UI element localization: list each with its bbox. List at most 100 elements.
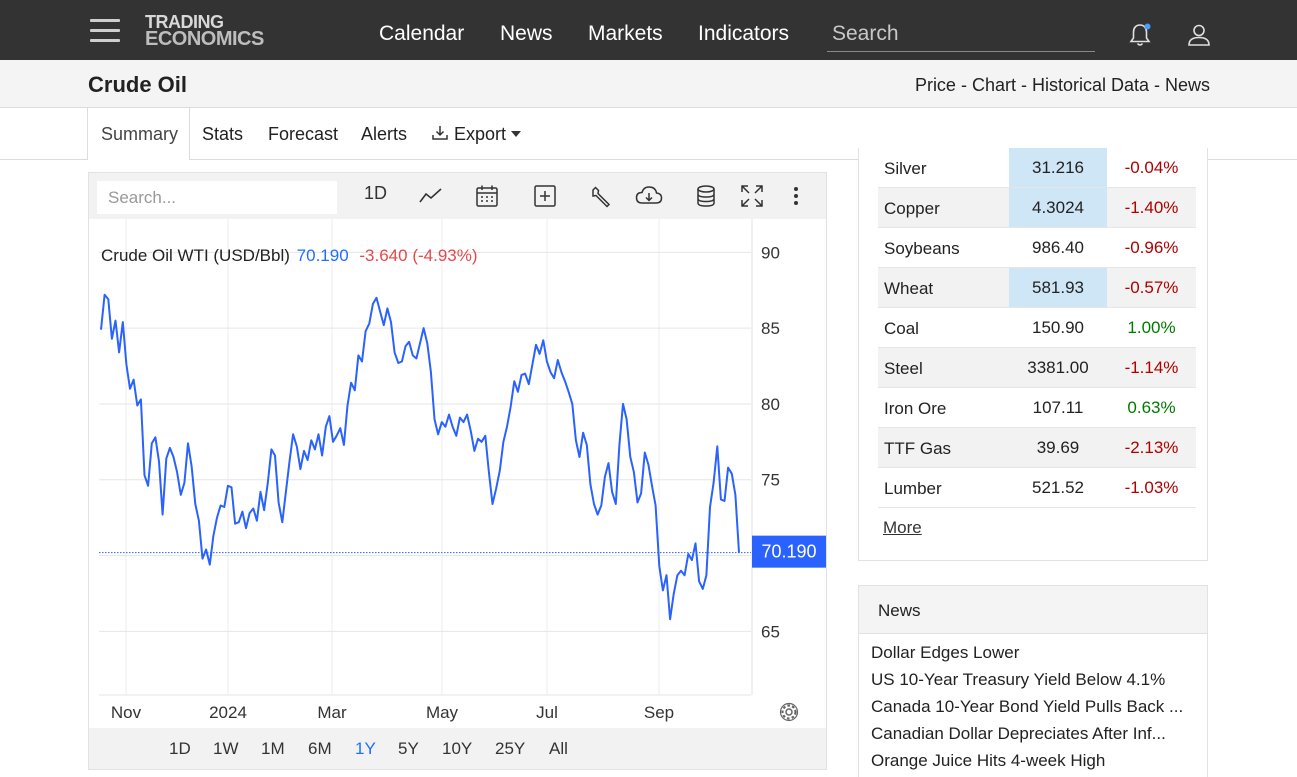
commodity-name: Silver [884,159,927,178]
legend-label: Crude Oil WTI (USD/Bbl) [101,246,290,265]
download-icon [432,126,448,140]
x-tick-label: Jul [536,703,558,722]
y-tick-label: 80 [761,395,780,414]
export-label: Export [454,124,507,144]
commodity-row[interactable]: Copper 4.3024 -1.40% [878,188,1196,228]
chart-settings-icon[interactable] [779,702,799,722]
chart-search [97,181,337,214]
commodity-change: 1.00% [1127,318,1176,337]
range-button-1d[interactable]: 1D [169,739,191,758]
commodity-change: -1.40% [1124,198,1179,217]
nav-link-news[interactable]: News [500,22,553,45]
commodity-price: 4.3024 [1009,188,1107,227]
range-button-10y[interactable]: 10Y [442,739,473,758]
commodity-name: Copper [884,199,940,218]
commodity-name: Steel [884,359,923,378]
commodity-price: 150.90 [1032,318,1084,337]
commodity-price: 986.40 [1032,238,1084,257]
commodity-price: 581.93 [1009,268,1107,307]
page-title: Crude Oil [88,72,188,97]
commodity-row[interactable]: Lumber 521.52 -1.03% [878,468,1196,508]
title-bar: Crude Oil Price - Chart - Historical Dat… [0,60,1297,108]
calendar-icon[interactable] [475,183,499,209]
user-icon[interactable] [1186,22,1212,48]
download-cloud-icon[interactable] [635,183,663,209]
notification-bell-icon[interactable] [1128,22,1152,48]
commodity-row[interactable]: Wheat 581.93 -0.57% [878,268,1196,308]
range-button-all[interactable]: All [549,739,568,758]
export-dropdown[interactable]: Export [431,124,522,145]
news-item[interactable]: Canada 10-Year Bond Yield Pulls Back ... [871,697,1184,716]
database-icon[interactable] [695,183,717,209]
commodity-name: Coal [884,319,919,338]
news-item[interactable]: Canadian Dollar Depreciates After Inf... [871,724,1166,743]
commodity-name: Wheat [884,279,934,298]
site-search [827,16,1095,52]
commodity-name: Iron Ore [884,399,947,418]
range-button-5y[interactable]: 5Y [398,739,419,758]
line-chart-icon[interactable] [418,183,444,209]
legend-change: -3.640 (-4.93%) [359,246,478,265]
menu-icon[interactable] [90,19,120,43]
commodity-row[interactable]: Steel 3381.00 -1.14% [878,348,1196,388]
range-selector: 1D 1W 1M 6M 1Y 5Y 10Y 25Y All [89,728,826,769]
commodity-change: -0.04% [1124,158,1179,177]
commodity-name: Lumber [884,479,942,498]
chart-search-input[interactable] [97,181,337,214]
tab-alerts[interactable]: Alerts [361,124,408,144]
news-header-label: News [878,601,921,620]
title-links[interactable]: Price - Chart - Historical Data - News [914,75,1210,95]
news-header: News [859,586,1207,634]
chart-legend: Crude Oil WTI (USD/Bbl) 70.190 -3.640 (-… [101,246,478,266]
price-chart[interactable]: 657075808590Nov2024MarMayJulSep70.190 [89,219,826,728]
commodity-price: 107.11 [1032,398,1084,417]
range-button-1m[interactable]: 1M [261,739,285,758]
range-button-25y[interactable]: 25Y [495,739,526,758]
news-panel: News Dollar Edges Lower US 10-Year Treas… [858,585,1208,777]
site-search-input[interactable] [827,16,1095,51]
wrench-icon[interactable] [589,183,613,209]
commodity-change: -2.13% [1124,438,1179,457]
commodity-row[interactable]: Coal 150.90 1.00% [878,308,1196,348]
commodity-row[interactable]: Soybeans 986.40 -0.96% [878,228,1196,268]
x-tick-label: Sep [644,703,674,722]
news-item[interactable]: Dollar Edges Lower [871,643,1020,662]
commodity-row[interactable]: Silver 31.216 -0.04% [878,148,1196,188]
commodity-change: -0.96% [1124,238,1179,257]
x-tick-label: Nov [111,703,142,722]
commodity-row[interactable]: Iron Ore 107.11 0.63% [878,388,1196,428]
site-logo[interactable]: TRADING ECONOMICS [145,12,264,49]
commodity-change: -1.03% [1124,478,1179,497]
commodity-price: 521.52 [1032,478,1084,497]
nav-link-indicators[interactable]: Indicators [698,22,790,45]
tab-stats[interactable]: Stats [202,124,244,144]
commodity-row[interactable]: TTF Gas 39.69 -2.13% [878,428,1196,468]
news-item[interactable]: US 10-Year Treasury Yield Below 4.1% [871,670,1166,689]
y-tick-label: 75 [761,471,780,490]
y-tick-label: 90 [761,243,780,262]
commodity-price: 3381.00 [1027,358,1089,377]
logo-line-1: TRADING [145,12,224,32]
more-vertical-icon[interactable] [791,183,801,209]
y-tick-label: 65 [761,622,780,641]
tab-forecast[interactable]: Forecast [268,124,339,144]
current-price-label: 70.190 [761,542,816,562]
nav-link-markets[interactable]: Markets [588,22,663,45]
tab-summary[interactable]: Summary [87,108,190,160]
commodity-change: -0.57% [1124,278,1179,297]
chart-panel: 1D 657075 [88,172,827,770]
more-commodities-link[interactable]: More [883,518,922,537]
nav-link-calendar[interactable]: Calendar [379,22,465,45]
chart-toolbar: 1D [89,173,826,219]
interval-button[interactable]: 1D [364,183,388,203]
news-item[interactable]: Orange Juice Hits 4-week High [871,751,1106,770]
commodity-price: 39.69 [1036,438,1080,457]
range-button-6m[interactable]: 6M [308,739,332,758]
add-indicator-icon[interactable] [533,183,557,209]
fullscreen-icon[interactable] [740,183,764,209]
range-button-1w[interactable]: 1W [213,739,239,758]
tab-summary-label: Summary [101,124,179,144]
caret-down-icon [511,131,522,137]
legend-value: 70.190 [296,246,349,265]
range-button-1y[interactable]: 1Y [355,739,376,758]
